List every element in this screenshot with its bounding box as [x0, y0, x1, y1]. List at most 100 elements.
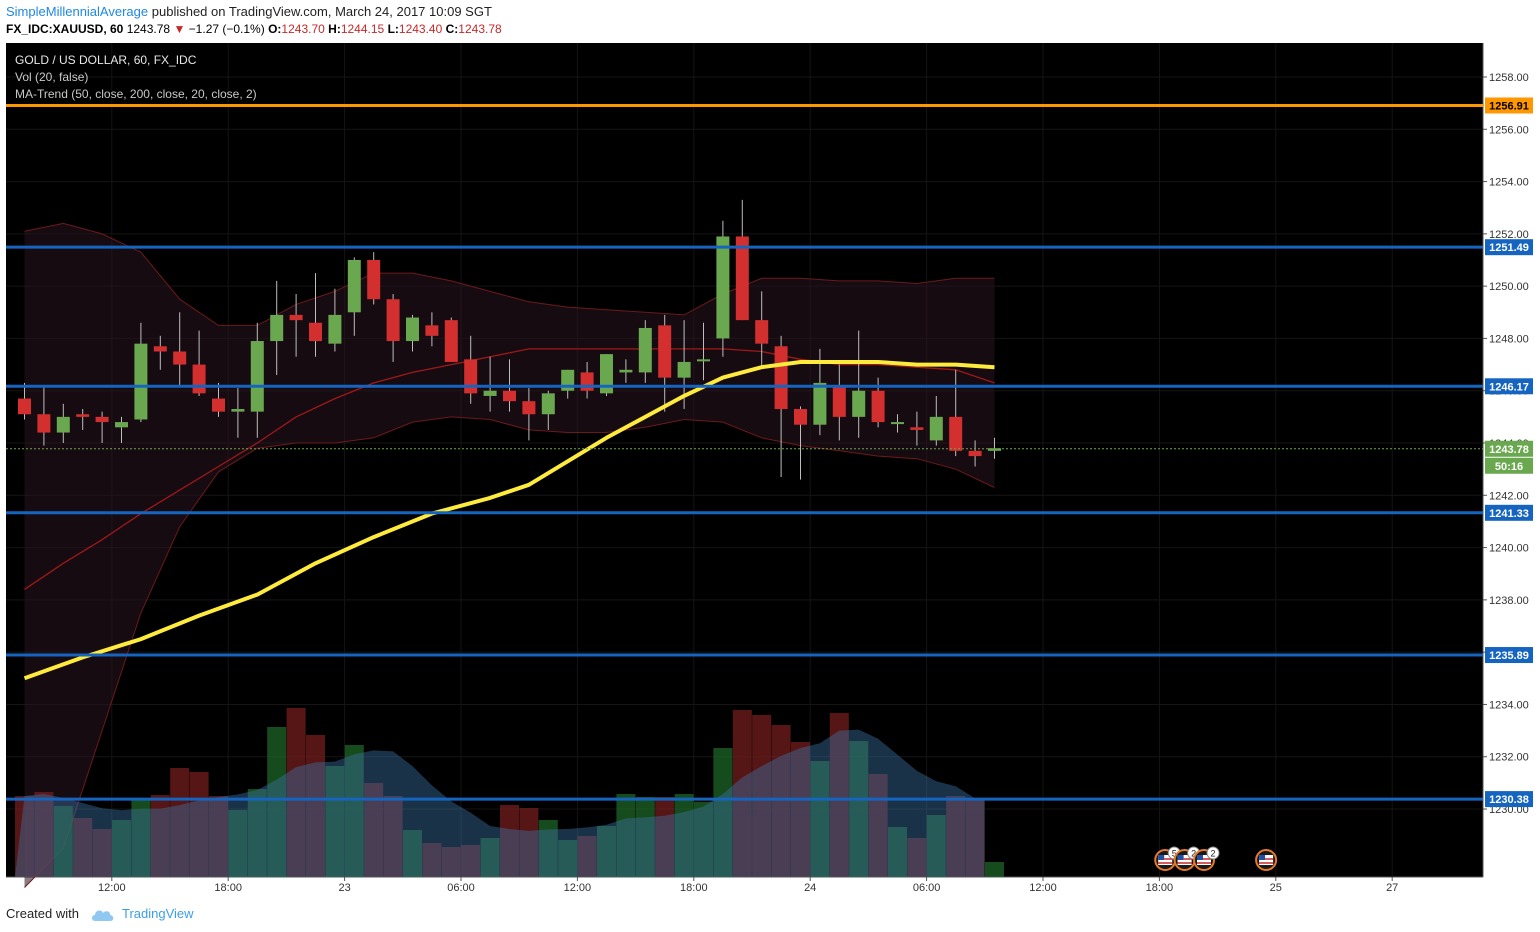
volume-bar[interactable]	[325, 766, 345, 877]
candle[interactable]	[871, 390, 885, 423]
candle[interactable]	[367, 259, 381, 300]
volume-bar[interactable]	[500, 805, 519, 877]
volume-bar[interactable]	[985, 862, 1004, 877]
time-axis[interactable]	[6, 877, 1483, 897]
candle[interactable]	[503, 390, 516, 402]
volume-bar[interactable]	[131, 800, 151, 877]
candle[interactable]	[813, 382, 827, 425]
volume-bar[interactable]	[752, 715, 772, 877]
candle[interactable]	[464, 359, 478, 394]
volume-bar[interactable]	[247, 789, 267, 877]
volume-bar[interactable]	[713, 748, 733, 877]
volume-bar[interactable]	[228, 810, 248, 877]
volume-bar[interactable]	[344, 745, 364, 877]
volume-bar[interactable]	[15, 796, 34, 877]
volume-bar[interactable]	[635, 797, 655, 877]
volume-bar[interactable]	[306, 735, 325, 877]
volume-bar[interactable]	[791, 742, 810, 877]
candle[interactable]	[677, 361, 691, 378]
candle[interactable]	[541, 393, 555, 415]
candle[interactable]	[483, 390, 497, 396]
volume-bar[interactable]	[616, 794, 636, 877]
candle[interactable]	[153, 346, 167, 352]
volume-bar[interactable]	[965, 798, 985, 877]
volume-bar[interactable]	[694, 802, 713, 877]
candle[interactable]	[347, 259, 361, 313]
volume-bar[interactable]	[286, 708, 306, 877]
candle[interactable]	[735, 236, 749, 321]
candle[interactable]	[600, 354, 613, 394]
volume-bar[interactable]	[655, 797, 675, 877]
volume-bar[interactable]	[364, 783, 384, 877]
volume-bar[interactable]	[771, 725, 791, 877]
volume-bar[interactable]	[209, 796, 228, 877]
volume-bar[interactable]	[92, 829, 112, 877]
candle[interactable]	[619, 369, 633, 373]
candle[interactable]	[231, 409, 245, 412]
candle[interactable]	[638, 327, 652, 373]
candle[interactable]	[309, 322, 322, 342]
volume-bar[interactable]	[597, 826, 616, 877]
candle[interactable]	[968, 450, 982, 457]
candle[interactable]	[18, 398, 31, 415]
candle[interactable]	[386, 299, 400, 342]
candle[interactable]	[250, 341, 264, 412]
candle[interactable]	[852, 390, 866, 417]
chart-area[interactable]: 1258.00 1256.00 1254.00 1252.00 1250.00 1248.…	[6, 43, 1534, 897]
candle[interactable]	[774, 346, 788, 410]
volume-bar[interactable]	[926, 815, 946, 877]
author-link[interactable]: SimpleMillennialAverage	[6, 4, 149, 19]
candle[interactable]	[289, 314, 303, 321]
candle[interactable]	[658, 325, 672, 378]
candle[interactable]	[328, 314, 342, 344]
volume-bar[interactable]	[946, 796, 966, 877]
candle[interactable]	[929, 416, 943, 441]
volume-bar[interactable]	[519, 808, 539, 877]
tradingview-link[interactable]: TradingView	[122, 906, 194, 921]
volume-bar[interactable]	[53, 806, 73, 877]
candle[interactable]	[37, 414, 51, 433]
candle[interactable]	[755, 320, 769, 344]
candle[interactable]	[794, 409, 807, 425]
ma50-line[interactable]	[23, 360, 995, 681]
candle[interactable]	[580, 372, 594, 391]
candle[interactable]	[949, 416, 963, 451]
candle[interactable]	[192, 364, 206, 394]
volume-bar[interactable]	[907, 838, 927, 877]
candle[interactable]	[115, 422, 128, 428]
volume-bar[interactable]	[383, 796, 403, 877]
candle[interactable]	[76, 414, 90, 417]
candle[interactable]	[212, 398, 225, 412]
candle[interactable]	[173, 351, 187, 365]
volume-bar[interactable]	[674, 794, 694, 877]
candle[interactable]	[406, 317, 419, 342]
volume-bar[interactable]	[732, 710, 752, 877]
volume-bar[interactable]	[849, 741, 869, 877]
candle[interactable]	[95, 416, 109, 423]
candle[interactable]	[988, 448, 1001, 451]
candle[interactable]	[910, 427, 924, 430]
price-chart-svg[interactable]: 1258.00 1256.00 1254.00 1252.00 1250.00 1248.…	[6, 43, 1534, 897]
volume-bar[interactable]	[829, 713, 849, 877]
volume-bar[interactable]	[73, 818, 93, 877]
volume-bar[interactable]	[170, 768, 190, 877]
volume-bar[interactable]	[34, 792, 54, 877]
volume-bar[interactable]	[480, 838, 500, 877]
volume-bar[interactable]	[422, 843, 442, 877]
candle[interactable]	[522, 401, 536, 415]
candle[interactable]	[697, 359, 710, 362]
volume-bar[interactable]	[558, 840, 578, 877]
candle[interactable]	[270, 314, 284, 342]
candle[interactable]	[425, 325, 439, 336]
volume-bar[interactable]	[810, 761, 830, 877]
candle[interactable]	[891, 422, 904, 425]
candle[interactable]	[56, 416, 70, 433]
candle[interactable]	[444, 320, 458, 362]
candle[interactable]	[716, 236, 730, 339]
volume-bar[interactable]	[403, 830, 422, 877]
volume-bar[interactable]	[441, 847, 461, 877]
candle[interactable]	[134, 343, 148, 420]
volume-bar[interactable]	[577, 836, 597, 877]
volume-bar[interactable]	[461, 845, 481, 877]
candle[interactable]	[832, 385, 846, 417]
